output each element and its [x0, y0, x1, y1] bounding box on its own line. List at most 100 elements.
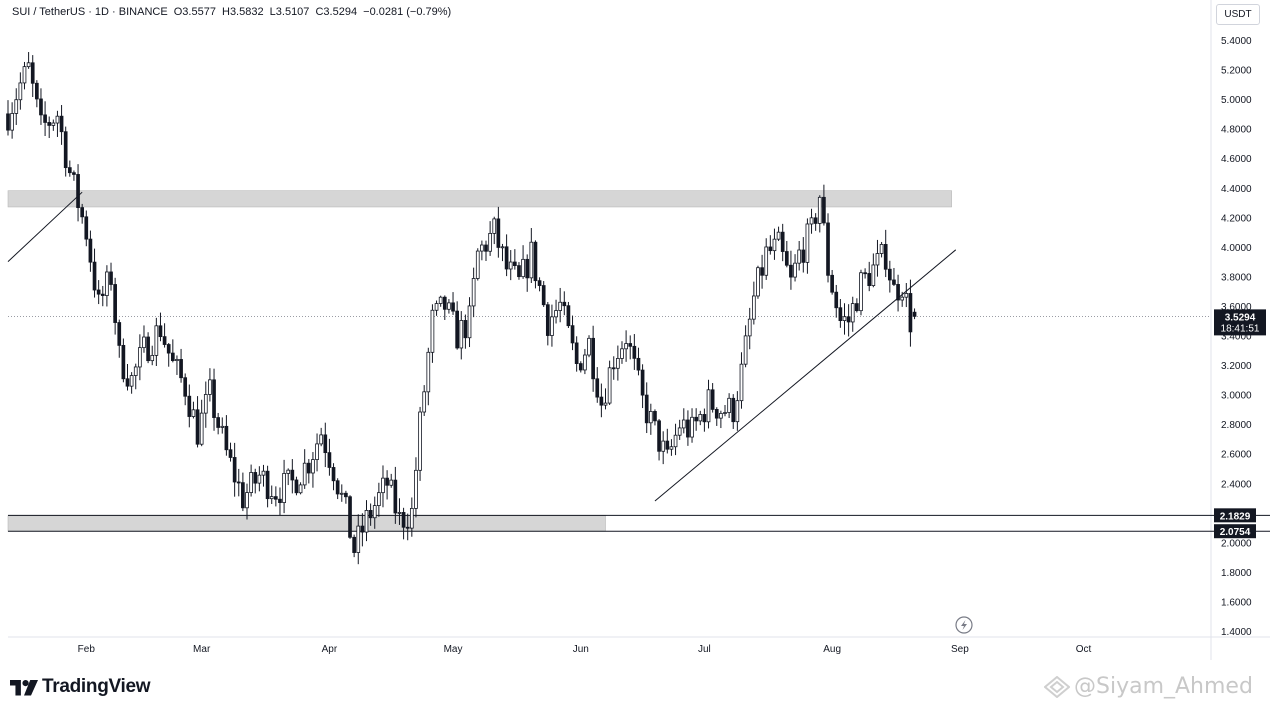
time-tick-label: Mar	[193, 644, 211, 655]
candle-body	[381, 477, 385, 494]
candle-body	[830, 274, 834, 293]
candle-body	[187, 395, 192, 417]
candle-body	[434, 303, 439, 311]
tradingview-icon	[10, 680, 38, 696]
candle-body	[377, 492, 381, 506]
candle-body	[352, 536, 356, 553]
candle-body	[405, 526, 410, 529]
candle-body	[348, 496, 352, 538]
candle-body	[265, 470, 270, 500]
currency-unit-button[interactable]: USDT	[1216, 4, 1260, 25]
countdown-label: 18:41:51	[1221, 323, 1260, 334]
time-tick-label: Jul	[698, 644, 711, 655]
price-tick-label: 3.8000	[1221, 272, 1252, 283]
candle-body	[389, 479, 394, 486]
candle-body	[665, 440, 670, 450]
candle-body	[480, 244, 484, 252]
candle-body	[232, 457, 237, 483]
candle-body	[793, 262, 797, 278]
price-tick-label: 1.4000	[1221, 627, 1252, 638]
candle-body	[838, 307, 843, 321]
candle-body	[216, 417, 220, 428]
candle-body	[892, 279, 896, 285]
time-tick-label: Oct	[1076, 644, 1092, 655]
candle-body	[282, 473, 286, 503]
candles-layer	[6, 52, 917, 565]
candle-body	[426, 351, 431, 393]
candle-body	[51, 122, 56, 126]
candle-body	[208, 379, 212, 395]
candle-body	[88, 238, 93, 263]
candle-body	[344, 492, 348, 498]
price-tick-label: 3.2000	[1221, 361, 1252, 372]
candle-body	[261, 470, 266, 476]
candle-body	[125, 378, 130, 387]
candle-body	[513, 261, 517, 267]
candle-body	[22, 66, 27, 84]
lightning-icon[interactable]	[955, 616, 973, 634]
candle-body	[228, 449, 233, 458]
candle-body	[72, 172, 76, 175]
candle-body	[117, 322, 122, 346]
candle-body	[846, 316, 851, 323]
candle-body	[121, 344, 126, 380]
candle-body	[323, 434, 328, 454]
candle-body	[805, 223, 810, 263]
price-tick-label: 4.0000	[1221, 243, 1252, 254]
price-tick-label: 5.0000	[1221, 95, 1252, 106]
candle-body	[335, 480, 340, 495]
candle-body	[467, 305, 472, 339]
symbol-title[interactable]: SUI / TetherUS · 1D · BINANCE	[12, 6, 168, 18]
candle-body	[220, 425, 225, 428]
candle-body	[690, 416, 694, 438]
candle-body	[611, 367, 616, 370]
candle-body	[780, 231, 785, 252]
candle-body	[607, 367, 612, 404]
candle-body	[583, 354, 587, 371]
price-tick-label: 5.2000	[1221, 66, 1252, 77]
candle-body	[879, 244, 884, 254]
candle-body	[801, 249, 806, 263]
candle-body	[39, 98, 43, 116]
candle-body	[245, 492, 249, 509]
ohlc-change: −0.0281 (−0.79%)	[363, 6, 452, 18]
candle-body	[84, 216, 89, 240]
price-tick-label: 2.4000	[1221, 479, 1252, 490]
tradingview-logo[interactable]: TradingView	[10, 676, 151, 698]
candle-body	[269, 496, 274, 500]
candle-body	[306, 462, 311, 474]
candle-body	[158, 325, 163, 338]
candle-body	[752, 295, 756, 320]
candle-body	[500, 246, 505, 249]
candle-body	[644, 394, 649, 424]
watermark-text: @Siyam_Ahmed	[1074, 674, 1253, 699]
candle-body	[364, 510, 369, 533]
candle-body	[302, 462, 307, 486]
candle-body	[863, 272, 867, 275]
price-tick-label: 3.4000	[1221, 332, 1252, 343]
candle-body	[797, 249, 802, 264]
candle-body	[653, 411, 657, 422]
candle-body	[397, 512, 402, 514]
candle-body	[331, 467, 336, 482]
candle-body	[760, 267, 764, 276]
candle-body	[199, 412, 204, 445]
candle-body	[170, 352, 175, 361]
price-tick-label: 2.8000	[1221, 420, 1252, 431]
candle-body	[496, 218, 501, 248]
time-tick-label: Jun	[573, 644, 589, 655]
candle-body	[175, 359, 179, 361]
candle-body	[706, 389, 711, 423]
level-label: 2.1829	[1220, 511, 1251, 522]
candle-body	[35, 82, 39, 100]
candle-body	[290, 469, 295, 481]
candle-body	[339, 492, 344, 495]
candle-body	[447, 302, 451, 310]
candle-body	[372, 505, 377, 519]
price-tick-label: 3.6000	[1221, 302, 1252, 313]
candle-body	[826, 222, 830, 276]
ohlc-close: C3.5294	[315, 6, 358, 18]
candle-body	[6, 113, 10, 131]
time-tick-label: Apr	[322, 644, 338, 655]
